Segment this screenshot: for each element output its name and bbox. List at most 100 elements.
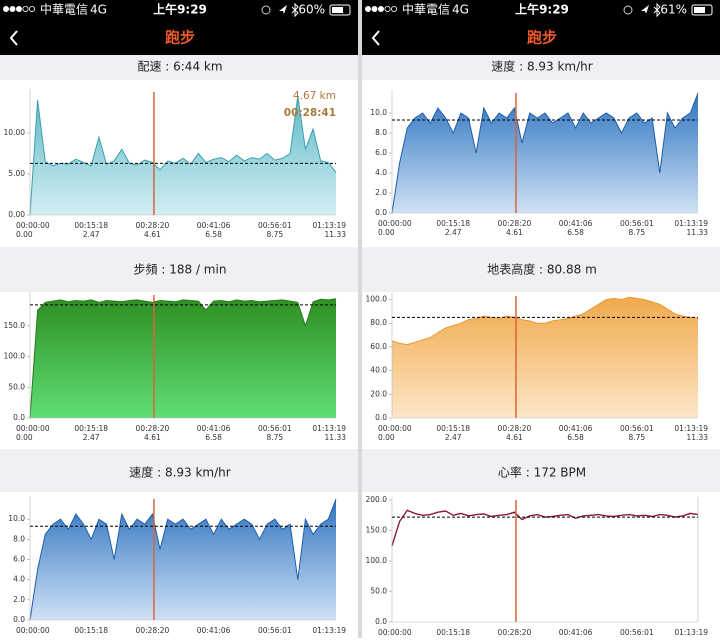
x-tick-time: 00:56:01 [620,424,654,433]
x-tick-distance: 11.33 [687,433,709,442]
x-tick-distance: 4.61 [144,230,161,239]
nav-title: 跑步 [165,29,195,47]
x-tick-distance: 8.75 [628,433,645,442]
x-tick-distance: 6.58 [567,433,584,442]
moon-icon [623,5,633,15]
y-tick-label: 40.0 [370,366,387,375]
x-tick-time: 00:00:00 [378,628,412,637]
moon-icon [261,5,271,15]
y-tick-label: 2.0 [13,595,25,604]
carrier: 中華電信 [40,2,88,17]
x-tick-distance: 0.00 [16,230,33,239]
x-tick-time: 00:41:06 [197,424,231,433]
chart-title: 心率 : 172 BPM [498,465,586,480]
x-tick-time: 00:15:18 [436,219,470,228]
y-tick-label: 8.0 [375,128,387,137]
x-tick-time: 00:56:01 [620,219,654,228]
y-tick-label: 4.0 [13,575,25,584]
x-tick-time: 01:13:19 [674,424,708,433]
y-tick-label: 4.0 [375,168,387,177]
nav-title: 跑步 [527,29,557,47]
battery-fill [694,7,705,13]
back-button[interactable] [9,30,18,46]
top-bar [0,0,358,55]
signal-dot [3,6,9,12]
x-tick-time: 00:28:20 [136,424,170,433]
x-tick-time: 00:28:20 [136,221,170,230]
x-tick-distance: 0.00 [378,228,395,237]
x-tick-time: 00:00:00 [16,424,50,433]
x-tick-time: 00:56:01 [258,221,292,230]
x-tick-time: 00:15:18 [74,221,108,230]
y-tick-label: 150.0 [366,526,388,535]
series-line [29,498,337,621]
x-tick-distance: 11.33 [325,230,347,239]
clock: 上午9:29 [153,2,207,17]
x-tick-distance: 2.47 [83,433,100,442]
header-band [362,449,720,492]
series-line [391,296,699,346]
chart-title: 地表高度 : 80.88 m [487,262,597,277]
back-button[interactable] [371,30,380,46]
x-tick-time: 00:00:00 [16,221,50,230]
x-tick-time: 01:13:19 [312,626,346,635]
divider [358,0,362,638]
x-tick-distance: 8.75 [266,230,283,239]
x-tick-distance: 6.58 [205,433,222,442]
header-band [362,55,720,80]
battery-level: 60% [298,3,325,17]
signal-dot [22,6,29,12]
x-tick-time: 00:00:00 [378,219,412,228]
x-tick-distance: 4.61 [506,228,523,237]
x-tick-time: 01:13:19 [312,221,346,230]
signal-dot [28,6,35,12]
x-tick-distance: 8.75 [628,228,645,237]
area [30,298,336,418]
x-tick-time: 00:41:06 [197,626,231,635]
y-tick-label: 10.0 [8,514,25,523]
area [392,93,698,213]
x-tick-time: 00:41:06 [559,219,593,228]
y-tick-label: 8.0 [13,534,25,543]
y-tick-label: 60.0 [370,342,387,351]
bluetooth-icon [291,2,299,18]
signal-dot [364,6,371,12]
y-tick-label: 100.0 [366,295,388,304]
y-tick-label: 0.0 [13,615,25,624]
header-band [0,55,358,80]
y-tick-label: 5.00 [8,169,25,178]
x-tick-time: 00:15:18 [436,628,470,637]
y-tick-label: 10.00 [4,128,26,137]
battery-fill [332,7,343,13]
y-tick-label: 2.0 [375,188,387,197]
top-bar [362,0,720,55]
y-tick-label: 200.0 [366,495,388,504]
series-line [391,509,699,547]
x-tick-time: 00:28:20 [498,628,532,637]
x-tick-time: 00:15:18 [74,424,108,433]
series-line [391,92,699,214]
x-tick-time: 00:28:20 [498,219,532,228]
x-tick-time: 01:13:19 [674,628,708,637]
signal-dot [371,6,378,12]
signal-dot [15,6,22,12]
battery-icon [691,4,713,16]
location-icon [641,5,649,14]
y-tick-label: 0.00 [8,210,25,219]
battery-level: 61% [660,3,687,17]
network: 4G [90,3,107,17]
clock: 上午9:29 [515,2,569,17]
x-tick-distance: 6.58 [205,230,222,239]
y-tick-label: 100.0 [366,556,388,565]
x-tick-distance: 2.47 [445,433,462,442]
carrier: 中華電信 [402,2,450,17]
y-tick-label: 80.0 [370,318,387,327]
x-tick-time: 00:28:20 [136,626,170,635]
x-tick-time: 00:15:18 [436,424,470,433]
location-icon [279,5,287,14]
signal-dot [390,6,397,12]
area [392,297,698,418]
series-line [29,298,337,419]
x-tick-time: 00:56:01 [258,626,292,635]
